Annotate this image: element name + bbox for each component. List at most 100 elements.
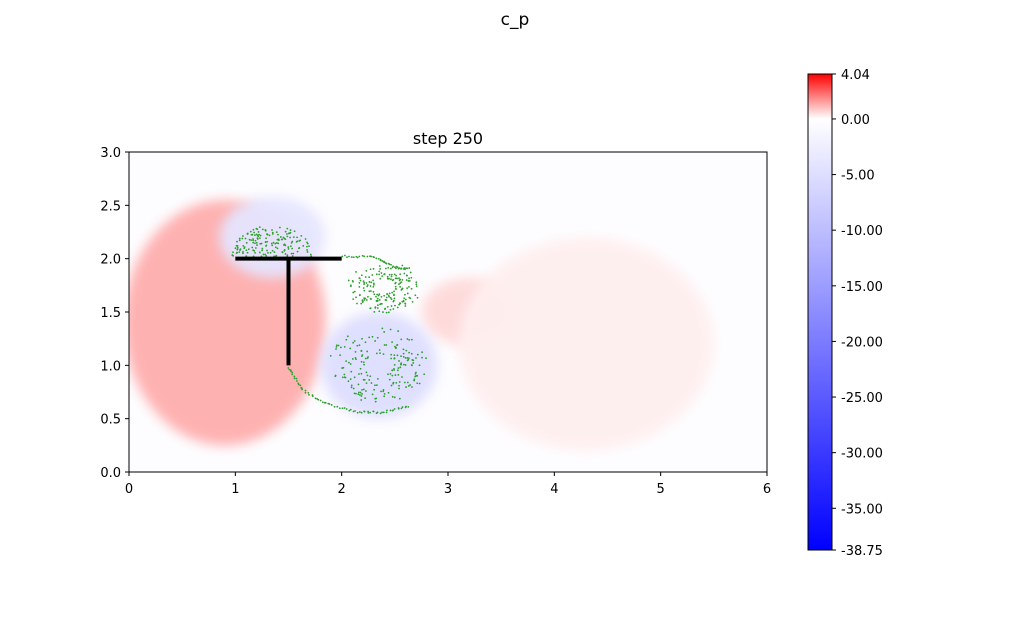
- particle: [389, 409, 392, 412]
- particle: [251, 246, 254, 249]
- particle: [252, 238, 254, 240]
- particle: [368, 336, 371, 339]
- particle: [379, 258, 382, 261]
- particle: [387, 391, 390, 394]
- particle: [321, 401, 324, 404]
- particle: [379, 303, 381, 306]
- particle: [339, 346, 342, 349]
- particle: [287, 248, 290, 250]
- particle: [245, 249, 248, 252]
- particle: [402, 355, 405, 358]
- particle: [265, 254, 268, 257]
- particle: [266, 240, 269, 243]
- particle: [290, 370, 292, 373]
- particle: [336, 405, 339, 408]
- particle: [301, 388, 303, 391]
- particle: [272, 241, 275, 244]
- particle: [406, 381, 409, 384]
- particle: [407, 405, 410, 408]
- particle: [399, 273, 402, 276]
- particle: [238, 251, 241, 254]
- particle: [350, 370, 353, 373]
- particle: [391, 291, 394, 294]
- particle: [372, 285, 375, 288]
- particle: [344, 376, 347, 379]
- particle: [356, 411, 359, 414]
- particle: [414, 294, 417, 297]
- particle: [398, 387, 400, 390]
- particle: [382, 411, 385, 414]
- particle: [415, 371, 417, 374]
- particle: [379, 352, 381, 355]
- particle: [408, 285, 410, 288]
- particle: [372, 410, 375, 413]
- particle: [381, 302, 383, 305]
- particle: [259, 242, 262, 245]
- particle: [370, 255, 373, 258]
- particle: [383, 273, 386, 275]
- particle: [261, 247, 264, 250]
- particle: [271, 233, 274, 235]
- particle: [346, 256, 348, 259]
- particle: [353, 290, 356, 293]
- particle: [390, 353, 393, 356]
- particle: [380, 272, 383, 274]
- particle: [252, 239, 255, 242]
- particle: [381, 411, 383, 414]
- particle: [330, 404, 333, 406]
- particle: [341, 255, 344, 258]
- particle: [254, 239, 257, 242]
- particle: [416, 296, 419, 299]
- particle-layer: [231, 226, 427, 415]
- particle: [390, 263, 392, 266]
- particle: [378, 273, 381, 276]
- particle: [360, 395, 363, 397]
- particle: [388, 292, 391, 295]
- particle: [296, 380, 298, 382]
- particle: [256, 238, 259, 240]
- colorbar-tick-label: -38.75: [841, 544, 883, 559]
- particle: [271, 229, 273, 231]
- x-tick-label: 3: [444, 482, 452, 497]
- particle: [410, 276, 413, 279]
- particle: [250, 233, 253, 236]
- particle: [416, 382, 419, 385]
- particle: [356, 256, 359, 259]
- particle: [362, 280, 365, 283]
- particle: [339, 354, 342, 357]
- particle: [389, 328, 392, 331]
- particle: [404, 357, 407, 359]
- particle: [236, 240, 238, 243]
- particle: [261, 228, 264, 231]
- particle: [389, 373, 392, 375]
- particle: [358, 373, 360, 375]
- particle: [286, 254, 289, 257]
- particle: [366, 255, 369, 258]
- particle: [399, 278, 402, 281]
- particle: [309, 253, 312, 256]
- particle: [403, 297, 406, 300]
- particle: [288, 232, 291, 235]
- particle: [349, 408, 352, 411]
- particle: [384, 267, 387, 270]
- x-tick-label: 5: [657, 482, 665, 497]
- particle: [244, 237, 247, 240]
- particle: [271, 249, 274, 252]
- particle: [274, 246, 277, 249]
- particle: [267, 251, 269, 254]
- particle: [374, 307, 377, 309]
- particle: [284, 230, 287, 233]
- particle: [258, 251, 261, 254]
- particle: [353, 392, 356, 395]
- particle: [262, 253, 265, 256]
- particle: [364, 341, 367, 344]
- particle: [390, 357, 393, 360]
- particle: [292, 236, 295, 238]
- particle: [402, 352, 405, 355]
- particle: [360, 360, 363, 363]
- particle: [392, 308, 395, 310]
- particle: [343, 373, 346, 376]
- particle: [290, 252, 293, 255]
- particle: [378, 310, 381, 313]
